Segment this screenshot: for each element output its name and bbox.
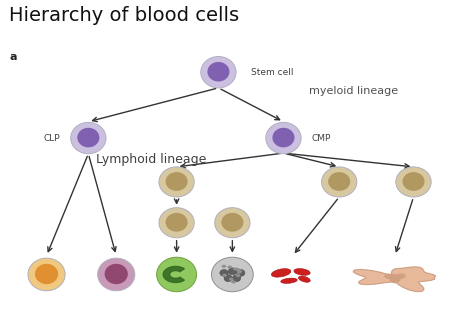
- Ellipse shape: [321, 167, 357, 197]
- Ellipse shape: [215, 208, 250, 238]
- Ellipse shape: [28, 258, 65, 291]
- Ellipse shape: [159, 167, 194, 197]
- Ellipse shape: [221, 213, 243, 232]
- Circle shape: [231, 280, 236, 284]
- Text: myeloid lineage: myeloid lineage: [309, 86, 398, 96]
- Ellipse shape: [396, 167, 431, 197]
- Ellipse shape: [224, 275, 232, 282]
- Ellipse shape: [299, 276, 310, 282]
- Ellipse shape: [71, 122, 106, 154]
- Ellipse shape: [35, 264, 58, 284]
- Ellipse shape: [77, 128, 100, 148]
- Text: Stem cell: Stem cell: [251, 68, 293, 77]
- Ellipse shape: [266, 122, 301, 154]
- Circle shape: [233, 267, 237, 270]
- Ellipse shape: [220, 269, 228, 276]
- Circle shape: [236, 268, 240, 271]
- Circle shape: [236, 274, 240, 277]
- Text: CMP: CMP: [311, 133, 331, 142]
- Ellipse shape: [159, 208, 194, 238]
- Ellipse shape: [98, 258, 135, 291]
- Ellipse shape: [281, 278, 297, 284]
- Circle shape: [237, 271, 242, 274]
- Ellipse shape: [105, 264, 128, 284]
- Ellipse shape: [165, 172, 188, 191]
- Circle shape: [237, 269, 242, 273]
- Circle shape: [228, 266, 232, 269]
- Ellipse shape: [228, 268, 237, 275]
- Ellipse shape: [294, 268, 310, 275]
- Ellipse shape: [156, 257, 197, 292]
- Ellipse shape: [237, 269, 245, 276]
- Polygon shape: [385, 274, 405, 283]
- Ellipse shape: [402, 172, 425, 191]
- Text: Lymphoid lineage: Lymphoid lineage: [96, 154, 206, 166]
- Circle shape: [221, 265, 226, 268]
- Polygon shape: [353, 267, 436, 292]
- Ellipse shape: [273, 128, 294, 148]
- Ellipse shape: [201, 57, 236, 88]
- Text: CLP: CLP: [44, 133, 61, 142]
- Ellipse shape: [211, 257, 253, 292]
- Ellipse shape: [271, 269, 291, 277]
- Ellipse shape: [328, 172, 350, 191]
- Circle shape: [222, 274, 227, 277]
- Polygon shape: [163, 267, 184, 283]
- Text: a: a: [9, 52, 17, 62]
- Ellipse shape: [165, 213, 188, 232]
- Circle shape: [229, 278, 234, 281]
- Text: Hierarchy of blood cells: Hierarchy of blood cells: [9, 6, 239, 25]
- Ellipse shape: [208, 62, 229, 82]
- Ellipse shape: [232, 275, 241, 282]
